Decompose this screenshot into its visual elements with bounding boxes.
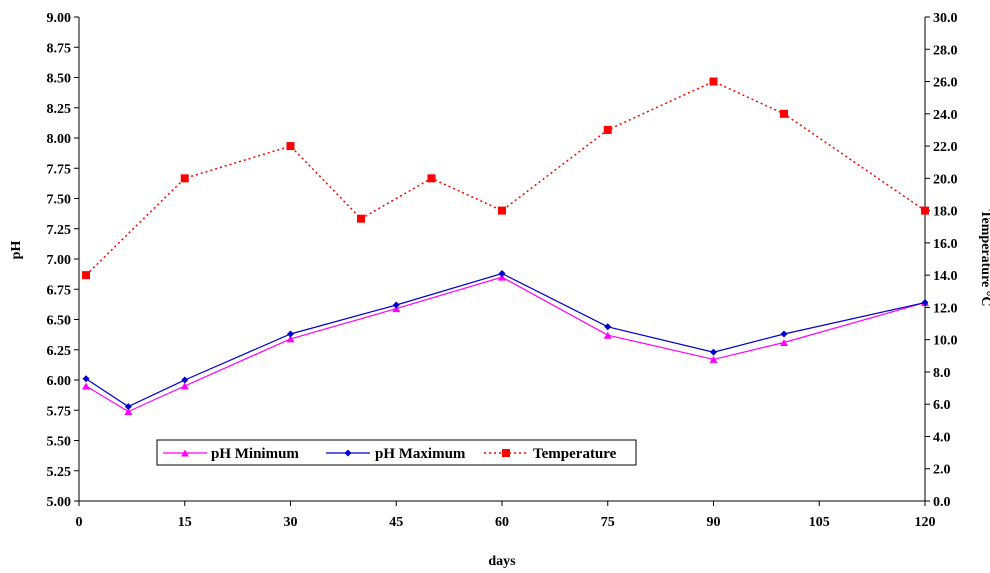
legend-label-ph-minimum: pH Minimum bbox=[211, 446, 299, 462]
y-left-tick-label: 8.00 bbox=[47, 132, 72, 147]
series-line-temperature bbox=[85, 80, 926, 276]
y-left-tick-label: 6.25 bbox=[47, 344, 72, 359]
data-point-ph-maximum bbox=[287, 330, 294, 338]
data-point-temperature bbox=[921, 206, 929, 215]
legend-label-ph-maximum: pH Maximum bbox=[375, 446, 466, 462]
data-point-temperature bbox=[357, 214, 365, 223]
series-line-ph-minimum bbox=[85, 276, 926, 413]
legend-label-temperature: Temperature bbox=[533, 446, 617, 462]
legend-marker-ph-minimum bbox=[181, 449, 189, 457]
y-axis-right-title: Temperature °C bbox=[978, 210, 990, 307]
y-left-tick-label: 6.75 bbox=[47, 283, 72, 298]
y-left-tick-label: 7.50 bbox=[47, 193, 72, 208]
y-right-tick-label: 26.0 bbox=[933, 76, 958, 91]
data-point-ph-minimum bbox=[286, 335, 295, 343]
data-point-temperature bbox=[780, 109, 788, 118]
y-right-tick-label: 28.0 bbox=[933, 43, 958, 58]
y-right-tick-label: 4.0 bbox=[933, 430, 951, 445]
y-right-tick-label: 24.0 bbox=[933, 108, 958, 123]
data-point-ph-minimum bbox=[709, 355, 718, 363]
y-left-tick-label: 6.50 bbox=[47, 314, 72, 329]
x-tick-label: 0 bbox=[76, 515, 83, 530]
data-point-ph-maximum bbox=[921, 299, 929, 307]
y-left-tick-label: 5.75 bbox=[47, 404, 72, 419]
x-tick-label: 45 bbox=[389, 515, 403, 530]
x-tick-label: 60 bbox=[495, 515, 509, 530]
data-point-temperature bbox=[427, 174, 436, 183]
y-left-tick-label: 5.00 bbox=[47, 495, 72, 510]
y-right-tick-label: 10.0 bbox=[933, 334, 958, 349]
y-right-tick-label: 8.0 bbox=[933, 366, 951, 381]
y-left-tick-label: 7.00 bbox=[47, 253, 72, 268]
data-point-ph-minimum bbox=[780, 338, 788, 346]
x-tick-label: 15 bbox=[178, 515, 192, 530]
y-right-tick-label: 2.0 bbox=[933, 463, 951, 478]
y-right-tick-label: 12.0 bbox=[933, 301, 958, 316]
x-tick-label: 75 bbox=[601, 515, 615, 530]
y-left-tick-label: 8.25 bbox=[47, 102, 72, 117]
y-right-tick-label: 20.0 bbox=[933, 172, 958, 187]
y-right-tick-label: 14.0 bbox=[933, 269, 958, 284]
x-axis-title: days bbox=[488, 554, 516, 569]
data-point-temperature bbox=[82, 271, 91, 280]
data-point-ph-minimum bbox=[180, 382, 189, 390]
y-right-tick-label: 30.0 bbox=[933, 11, 958, 26]
series bbox=[82, 77, 929, 415]
data-point-temperature bbox=[286, 142, 295, 151]
y-left-tick-label: 7.75 bbox=[47, 162, 72, 177]
y-right-tick-label: 18.0 bbox=[933, 205, 958, 220]
data-point-ph-maximum bbox=[780, 330, 788, 338]
y-left-tick-label: 6.00 bbox=[47, 374, 72, 389]
legend-marker-temperature bbox=[502, 449, 510, 457]
y-right-tick-label: 0.0 bbox=[933, 495, 951, 510]
data-point-ph-maximum bbox=[604, 323, 612, 331]
data-point-ph-maximum bbox=[82, 375, 90, 383]
data-point-ph-minimum bbox=[82, 382, 91, 390]
x-tick-label: 30 bbox=[284, 515, 298, 530]
axes bbox=[78, 17, 926, 502]
x-tick-label: 120 bbox=[915, 515, 936, 530]
data-point-temperature bbox=[709, 77, 718, 86]
series-line-ph-maximum bbox=[85, 272, 926, 408]
y-left-tick-label: 8.75 bbox=[47, 41, 72, 56]
data-point-temperature bbox=[603, 125, 612, 134]
legend-marker-ph-maximum bbox=[344, 449, 352, 457]
x-tick-label: 90 bbox=[707, 515, 721, 530]
data-point-temperature bbox=[498, 206, 506, 215]
x-tick-label: 105 bbox=[809, 515, 830, 530]
data-point-ph-minimum bbox=[124, 407, 133, 415]
data-point-ph-maximum bbox=[124, 403, 132, 411]
y-right-tick-label: 22.0 bbox=[933, 140, 958, 155]
y-left-tick-label: 9.00 bbox=[47, 11, 72, 26]
data-point-ph-maximum bbox=[710, 348, 717, 356]
data-point-temperature bbox=[180, 174, 189, 183]
data-point-ph-minimum bbox=[498, 273, 506, 281]
ticks: 5.005.255.505.756.006.256.506.757.007.25… bbox=[47, 11, 958, 530]
data-point-ph-minimum bbox=[603, 331, 612, 339]
y-axis-left-title: pH bbox=[9, 241, 24, 260]
data-point-ph-maximum bbox=[498, 270, 506, 278]
data-point-ph-maximum bbox=[392, 301, 400, 309]
data-point-ph-minimum bbox=[392, 305, 401, 313]
y-right-tick-label: 16.0 bbox=[933, 237, 958, 252]
y-left-tick-label: 5.25 bbox=[47, 465, 72, 480]
legend-box bbox=[156, 439, 637, 466]
data-point-ph-maximum bbox=[181, 376, 189, 384]
y-right-tick-label: 6.0 bbox=[933, 398, 951, 413]
y-left-tick-label: 8.50 bbox=[47, 72, 72, 87]
y-left-tick-label: 7.25 bbox=[47, 223, 72, 238]
legend: pH Minimum pH Maximum Temperature bbox=[156, 439, 637, 466]
y-left-tick-label: 5.50 bbox=[47, 435, 72, 450]
